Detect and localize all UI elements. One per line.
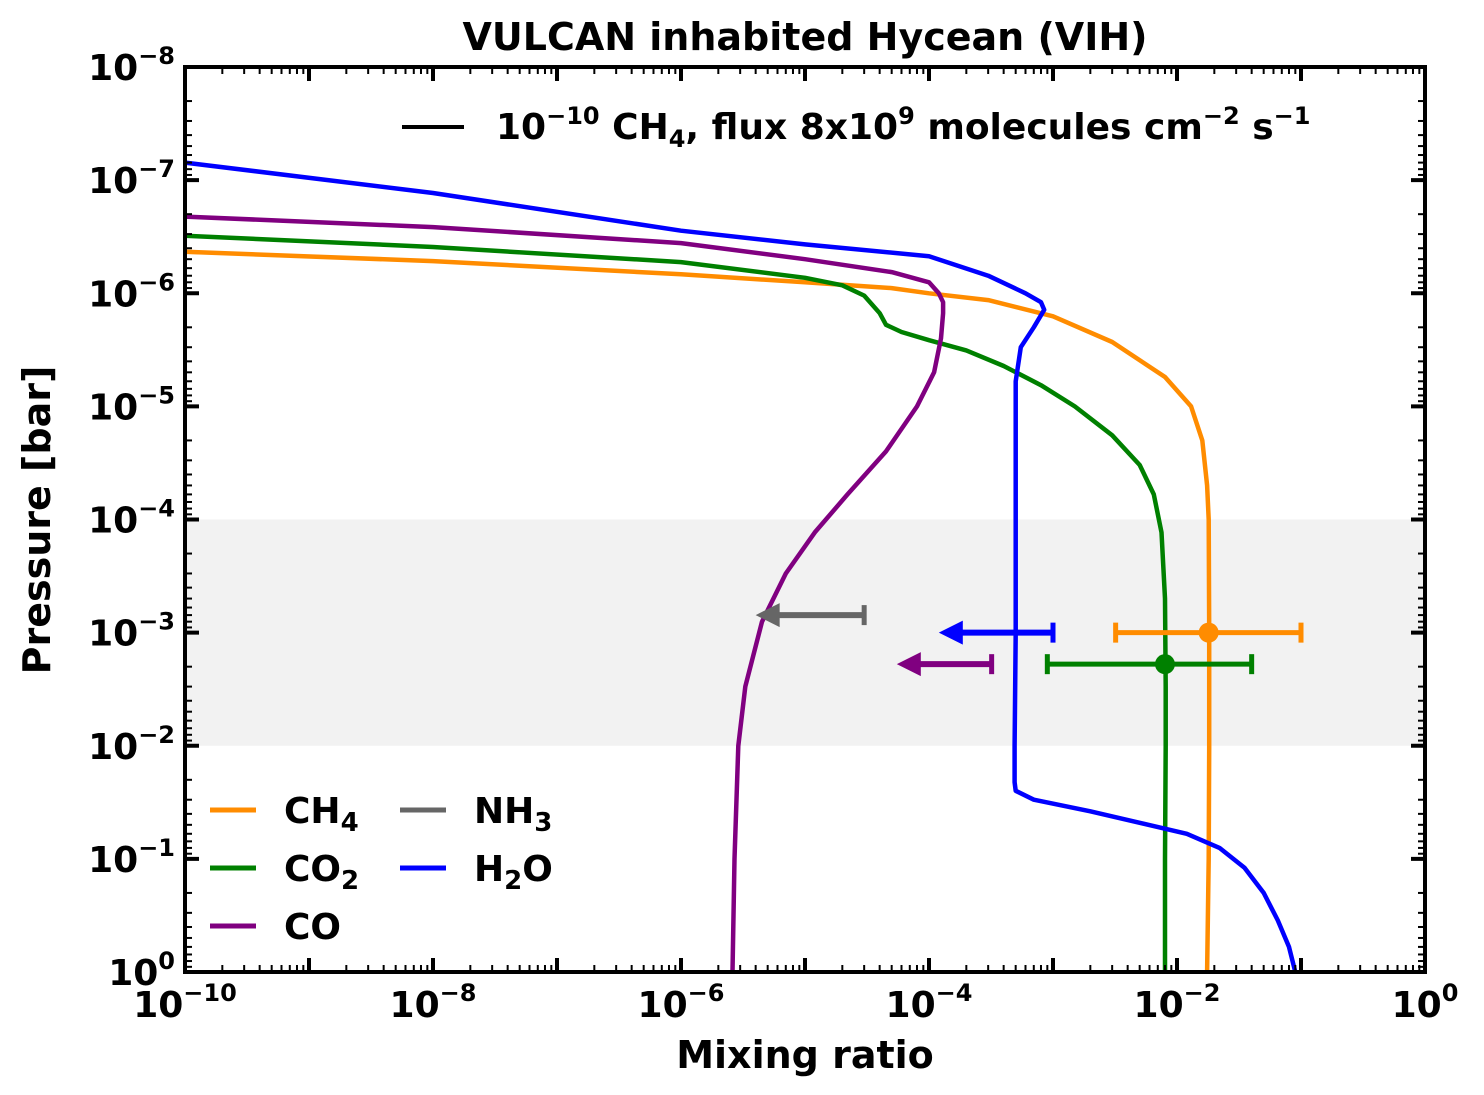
y-tick-label: 10−5 (88, 381, 175, 428)
y-tick-exponent: −8 (138, 42, 175, 70)
chart-title: VULCAN inhabited Hycean (VIH) (462, 15, 1147, 59)
legend-label-main: H (474, 849, 504, 890)
y-axis-label: Pressure [bar] (15, 366, 59, 675)
legend-item-co2: CO2 (210, 849, 359, 896)
y-tick-exponent: −1 (138, 834, 175, 862)
annotation-part-sub: 4 (669, 125, 686, 153)
y-tick-exponent: −3 (138, 608, 175, 636)
tick-layer (183, 65, 1427, 974)
y-tick-label: 100 (108, 947, 175, 994)
legend-label-main: CH (284, 791, 341, 832)
y-tick-exponent: 0 (158, 947, 175, 975)
annotation-part-normal: molecules cm (915, 107, 1203, 148)
y-tick-label: 10−7 (88, 155, 175, 202)
x-tick-label: 10−6 (638, 979, 725, 1026)
x-tick-exponent: 0 (1442, 979, 1459, 1007)
annotation-part-sup: −1 (1274, 102, 1311, 130)
y-tick-exponent: −7 (138, 155, 175, 183)
errorbar-co2 (1044, 654, 1255, 675)
x-tick-label: 10−8 (390, 979, 477, 1026)
legend-item-co: CO (210, 907, 341, 948)
annotation-legend: 10−10 CH4, flux 8x109 molecules cm−2 s−1 (402, 102, 1310, 153)
y-tick-label: 10−6 (88, 268, 175, 315)
legend-label-subscript: 2 (504, 866, 522, 896)
y-tick-label: 10−3 (88, 608, 175, 655)
x-tick-label: 100 (1392, 979, 1459, 1026)
x-tick-base: 10 (1134, 985, 1184, 1026)
upper-limit-arrowhead (755, 603, 780, 628)
annotation-part-normal: CH (600, 107, 669, 148)
x-tick-exponent: −10 (183, 979, 237, 1007)
errorbar-point (1154, 654, 1175, 675)
legend-label-tail: O (522, 849, 553, 890)
x-tick-base: 10 (390, 985, 440, 1026)
errorbar-ch4 (1113, 622, 1304, 643)
annotation-legend-text: 10−10 CH4, flux 8x109 molecules cm−2 s−1 (496, 102, 1310, 153)
legend-label: CO2 (284, 849, 359, 896)
x-tick-label: 10−10 (133, 979, 237, 1026)
legend-label-subscript: 4 (341, 808, 359, 838)
upper-limit-arrowhead (938, 620, 963, 645)
y-tick-label: 10−4 (88, 495, 175, 542)
errorbar-co (896, 652, 995, 677)
annotation-part-sup: 9 (898, 102, 915, 130)
legend-item-nh3: NH3 (400, 791, 552, 838)
y-tick-label: 10−8 (88, 42, 175, 89)
y-tick-base: 10 (88, 274, 138, 315)
legend-label: CH4 (284, 791, 359, 838)
x-axis-label: Mixing ratio (676, 1033, 934, 1077)
x-tick-base: 10 (886, 985, 936, 1026)
y-tick-base: 10 (88, 727, 138, 768)
x-tick-base: 10 (638, 985, 688, 1026)
errorbar-point (1198, 622, 1219, 643)
x-tick-label: 10−2 (1134, 979, 1221, 1026)
x-tick-exponent: −4 (936, 979, 973, 1007)
legend-label: H2O (474, 849, 553, 896)
annotation-part-normal: 10 (496, 107, 546, 148)
annotation-part-sup: −2 (1203, 102, 1240, 130)
y-tick-base: 10 (88, 48, 138, 89)
legend-item-ch4: CH4 (210, 791, 359, 838)
errorbar-nh3 (755, 603, 867, 628)
y-tick-exponent: −5 (138, 381, 175, 409)
legend-label-main: CO (284, 907, 341, 948)
legend-label-subscript: 2 (341, 866, 359, 896)
y-tick-base: 10 (88, 387, 138, 428)
y-tick-label: 10−1 (88, 834, 175, 881)
x-tick-exponent: −6 (688, 979, 725, 1007)
x-tick-exponent: −2 (1184, 979, 1221, 1007)
annotation-part-normal: s (1240, 107, 1274, 148)
x-tick-label: 10−4 (886, 979, 973, 1026)
legend-label-main: NH (474, 791, 534, 832)
y-tick-base: 10 (108, 953, 158, 994)
x-tick-exponent: −8 (440, 979, 477, 1007)
x-tick-base: 10 (1392, 985, 1442, 1026)
annotation-part-sup: −10 (546, 102, 600, 130)
tick-label-layer: 10−10 10−8 10−6 10−4 10−2 10010−810−710−610−5… (88, 42, 1458, 1026)
annotation-part-normal: , flux 8x10 (685, 107, 898, 148)
x-tick-base: 10 (133, 985, 183, 1026)
y-tick-base: 10 (88, 161, 138, 202)
errorbar-h2o (938, 620, 1056, 645)
legend-label: CO (284, 907, 341, 948)
errorbar-layer (755, 603, 1304, 677)
legend-label-main: CO (284, 849, 341, 890)
series-line-co2 (184, 233, 1168, 972)
series-line-co (184, 214, 946, 973)
y-tick-label: 10−2 (88, 721, 175, 768)
y-tick-exponent: −4 (138, 495, 175, 523)
upper-limit-arrowhead (896, 652, 921, 677)
y-tick-base: 10 (88, 614, 138, 655)
series-line-ch4 (184, 249, 1212, 973)
y-tick-base: 10 (88, 840, 138, 881)
y-tick-base: 10 (88, 501, 138, 542)
legend-item-h2o: H2O (400, 849, 553, 896)
y-tick-exponent: −6 (138, 268, 175, 296)
legend-label-subscript: 3 (534, 808, 552, 838)
legend-label: NH3 (474, 791, 552, 838)
y-tick-exponent: −2 (138, 721, 175, 749)
